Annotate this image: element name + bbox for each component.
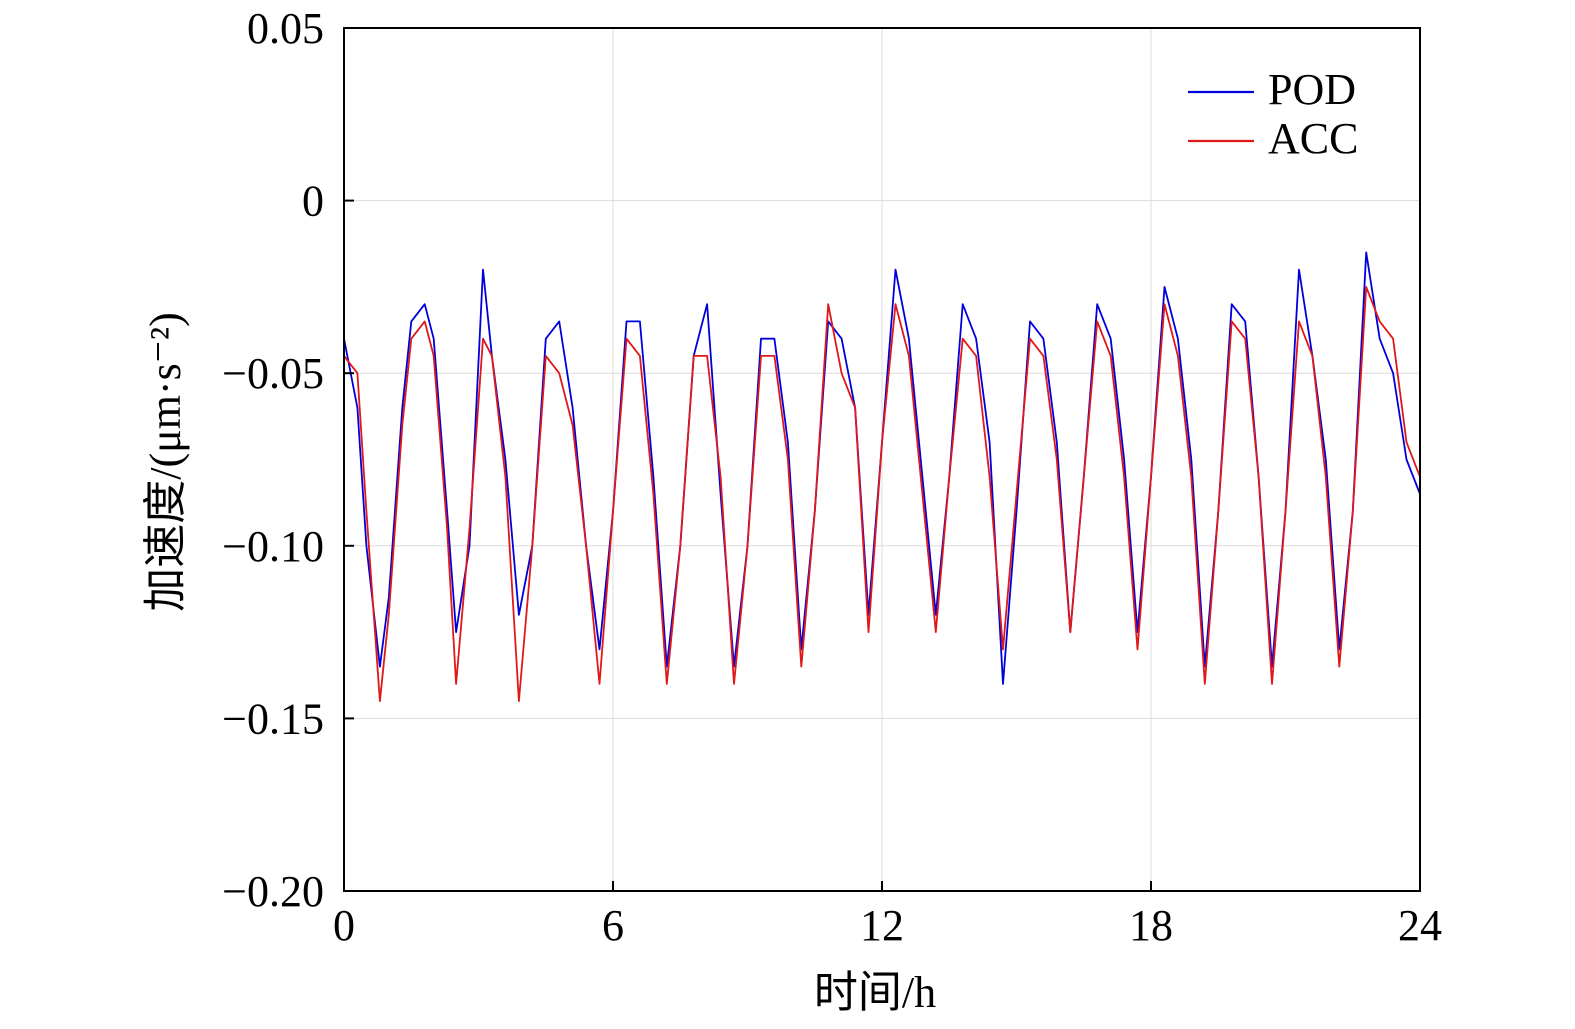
- series-line-acc: [343, 285, 1421, 702]
- legend-label-acc: ACC: [1268, 114, 1358, 163]
- y-axis-title: 加速度/(μm·s⁻²): [141, 312, 190, 612]
- plot-series: [343, 251, 1421, 702]
- x-axis-ticks: 0 6 12 18 24: [333, 881, 1442, 950]
- y-tick-label-5: −0.20: [222, 867, 324, 916]
- y-tick-label-4: −0.15: [222, 694, 324, 743]
- x-tick-label-0: 0: [333, 901, 355, 950]
- x-tick-label-3: 18: [1129, 901, 1173, 950]
- legend-label-pod: POD: [1268, 65, 1356, 114]
- x-tick-label-4: 24: [1398, 901, 1442, 950]
- x-axis-title: 时间/h: [814, 968, 936, 1017]
- y-tick-label-3: −0.10: [222, 522, 324, 571]
- y-tick-label-0: 0.05: [247, 4, 324, 53]
- x-tick-label-2: 12: [860, 901, 904, 950]
- legend: POD ACC: [1188, 65, 1358, 163]
- y-axis-ticks: 0.05 0 −0.05 −0.10 −0.15 −0.20: [222, 4, 354, 916]
- y-tick-label-1: 0: [302, 177, 324, 226]
- grid: [344, 28, 1420, 891]
- x-tick-label-1: 6: [602, 901, 624, 950]
- series-line-pod: [343, 251, 1421, 685]
- y-tick-label-2: −0.05: [222, 349, 324, 398]
